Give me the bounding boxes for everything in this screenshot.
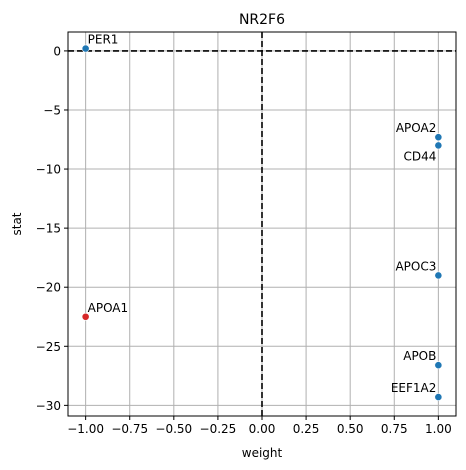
point-label-apoa1: APOA1	[88, 301, 129, 315]
y-tick-label: −10	[36, 163, 61, 177]
y-tick-label: −30	[36, 399, 61, 413]
x-tick-label: 0.50	[337, 422, 364, 436]
data-points	[81, 44, 443, 401]
data-point-per1	[81, 44, 90, 53]
point-labels: PER1 APOA1 APOA2 CD44 APOC3 APOB EEF1A2	[88, 33, 437, 396]
y-axis-ticks: 0 −5 −10 −15 −20 −25 −30	[36, 44, 68, 413]
x-tick-label: 0.75	[381, 422, 408, 436]
y-tick-label: −25	[36, 340, 61, 354]
data-point-cd44	[434, 141, 443, 150]
y-tick-label: −5	[43, 103, 61, 117]
point-label-apob: APOB	[403, 349, 436, 363]
y-tick-label: −15	[36, 222, 61, 236]
x-tick-label: 0.25	[293, 422, 320, 436]
x-tick-label: −0.25	[200, 422, 237, 436]
point-label-apoc3: APOC3	[395, 259, 436, 273]
x-axis-ticks: −1.00 −0.75 −0.50 −0.25 0.00 0.25 0.50 0.75 1.00	[67, 416, 452, 436]
y-tick-label: 0	[53, 44, 61, 58]
x-axis-label: weight	[242, 446, 283, 460]
data-point-apob	[434, 361, 443, 370]
data-point-apoc3	[434, 271, 443, 280]
data-point-eef1a2	[434, 393, 443, 401]
reference-lines	[68, 32, 456, 416]
x-tick-label: 0.00	[249, 422, 276, 436]
point-label-eef1a2: EEF1A2	[391, 381, 437, 395]
point-label-per1: PER1	[88, 33, 119, 47]
x-tick-label: −0.50	[155, 422, 192, 436]
data-point-apoa2	[434, 133, 443, 142]
x-tick-label: −1.00	[67, 422, 104, 436]
point-label-cd44: CD44	[403, 149, 436, 163]
point-label-apoa2: APOA2	[396, 121, 437, 135]
x-tick-label: −0.75	[111, 422, 148, 436]
chart-title: NR2F6	[239, 12, 285, 28]
data-point-apoa1	[81, 312, 90, 321]
y-tick-label: −20	[36, 281, 61, 295]
y-axis-label: stat	[10, 212, 24, 235]
x-tick-label: 1.00	[425, 422, 452, 436]
